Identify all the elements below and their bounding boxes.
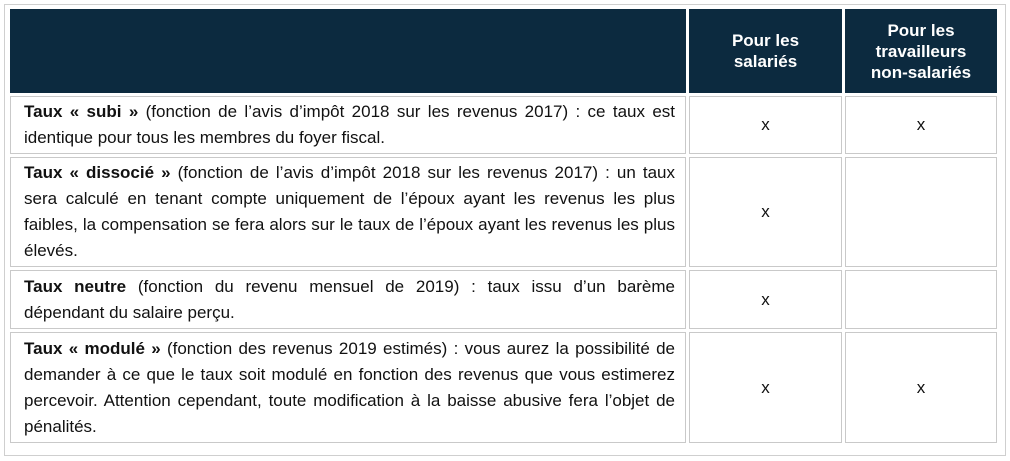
mark-non-salaries xyxy=(845,270,997,329)
header-empty-cell xyxy=(10,9,686,93)
mark-salaries: x xyxy=(689,157,842,267)
rate-text: (fonction de l’avis d’impôt 2018 sur les… xyxy=(24,163,676,260)
mark-non-salaries xyxy=(845,157,997,267)
rate-title: Taux « dissocié » xyxy=(24,163,171,182)
header-non-salaries: Pour les travailleurs non-salariés xyxy=(845,9,997,93)
rate-text: (fonction des revenus 2019 estimés) : vo… xyxy=(24,338,675,436)
row-description: Taux « dissocié » (fonction de l’avis d’… xyxy=(10,157,686,267)
table-row: Taux neutre (fonction du revenu mensuel … xyxy=(10,270,997,329)
tax-rate-table: Pour les salariés Pour les travailleurs … xyxy=(7,6,1000,446)
header-row: Pour les salariés Pour les travailleurs … xyxy=(10,9,997,93)
rate-text: (fonction de l’avis d’impôt 2018 sur les… xyxy=(24,102,675,147)
row-description: Taux « modulé » (fonction des revenus 20… xyxy=(10,332,686,443)
table-row: Taux « dissocié » (fonction de l’avis d’… xyxy=(10,157,997,267)
mark-salaries: x xyxy=(689,332,842,443)
mark-non-salaries: x xyxy=(845,96,997,154)
rate-title: Taux « subi » xyxy=(24,102,139,121)
rate-title: Taux neutre xyxy=(24,276,127,296)
header-salaries: Pour les salariés xyxy=(689,9,842,93)
mark-non-salaries: x xyxy=(845,332,997,443)
row-description: Taux « subi » (fonction de l’avis d’impô… xyxy=(10,96,686,154)
rate-title: Taux « modulé » xyxy=(24,338,161,358)
mark-salaries: x xyxy=(689,96,842,154)
table-row: Taux « subi » (fonction de l’avis d’impô… xyxy=(10,96,997,154)
rate-text: (fonction du revenu mensuel de 2019) : t… xyxy=(24,276,675,322)
table-row: Taux « modulé » (fonction des revenus 20… xyxy=(10,332,997,443)
mark-salaries: x xyxy=(689,270,842,329)
row-description: Taux neutre (fonction du revenu mensuel … xyxy=(10,270,686,329)
table-frame xyxy=(4,4,1006,456)
